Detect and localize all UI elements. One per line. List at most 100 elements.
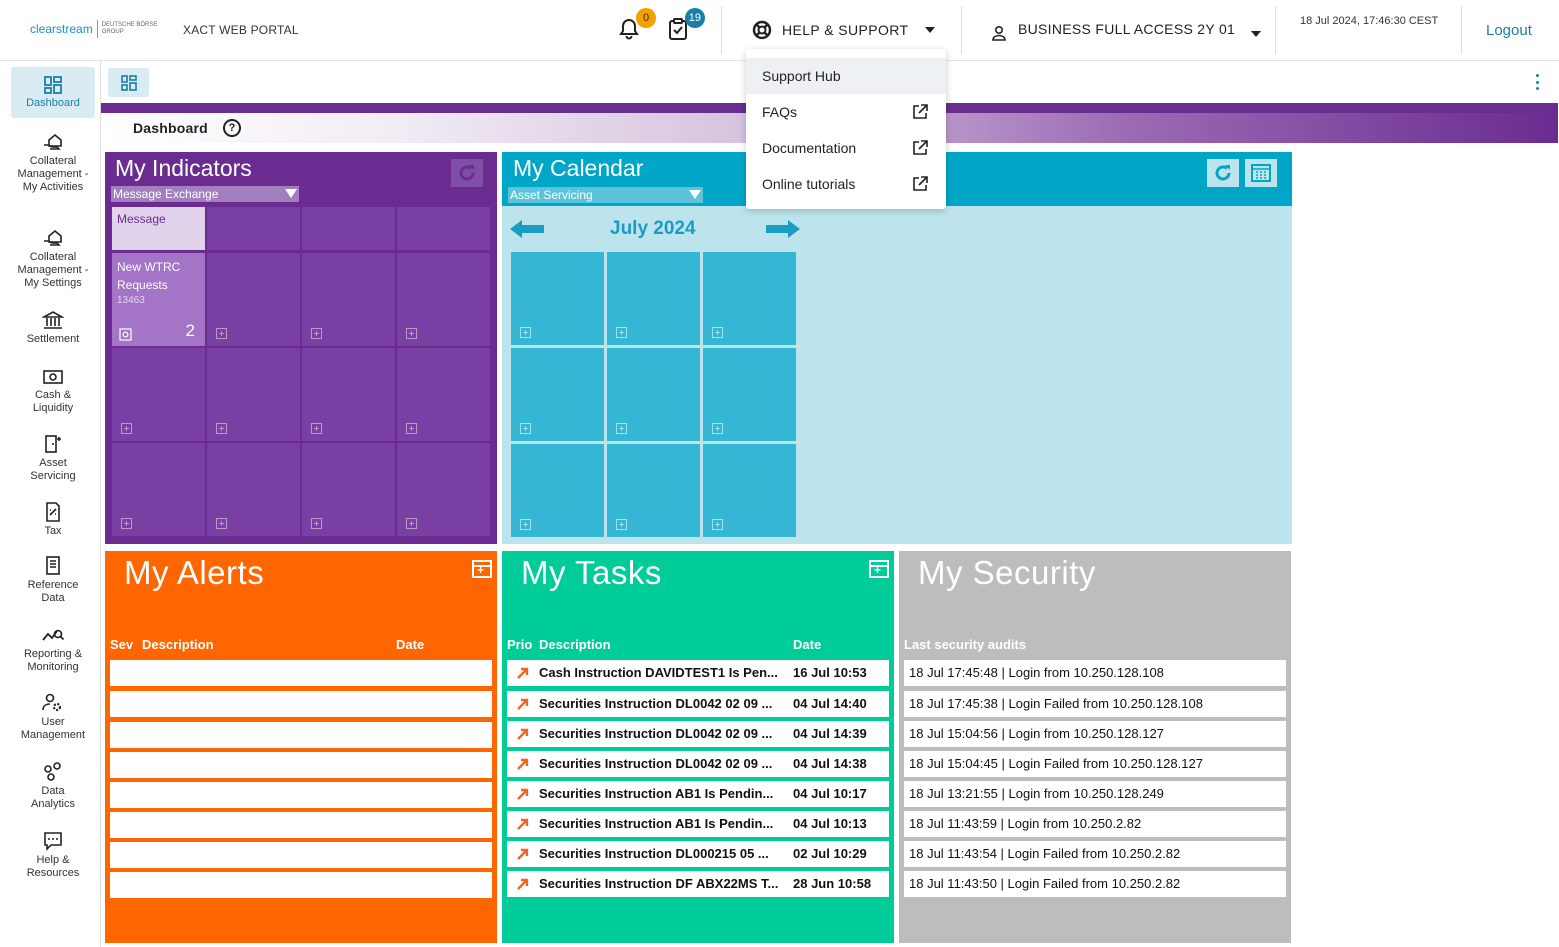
task-row[interactable]: Securities Instruction AB1 Is Pendin... 0… xyxy=(507,781,889,807)
menu-item-faqs[interactable]: FAQs xyxy=(746,94,946,130)
add-icon[interactable] xyxy=(520,423,531,434)
sidebar-item-help-resources[interactable]: Help & Resources xyxy=(4,830,102,880)
indicator-tile[interactable] xyxy=(302,253,395,346)
notifications-button[interactable]: 0 xyxy=(617,8,656,43)
indicator-tile[interactable] xyxy=(397,348,490,441)
more-options-icon[interactable] xyxy=(1530,74,1544,90)
menu-item-support-hub[interactable]: Support Hub xyxy=(746,58,946,94)
add-icon[interactable] xyxy=(216,328,227,339)
task-row[interactable]: Securities Instruction DL0042 02 09 ... 0… xyxy=(507,721,889,747)
sidebar-item-settlement[interactable]: Settlement xyxy=(4,309,102,346)
calendar-tile[interactable] xyxy=(703,444,796,537)
alert-row[interactable] xyxy=(110,660,492,686)
task-row[interactable]: Securities Instruction DF ABX22MS T... 28… xyxy=(507,871,889,897)
add-icon[interactable] xyxy=(121,518,132,529)
alert-row[interactable] xyxy=(110,752,492,778)
calendar-tile[interactable] xyxy=(511,348,604,441)
indicator-tile[interactable] xyxy=(397,443,490,536)
alert-row[interactable] xyxy=(110,691,492,717)
sidebar-item-user-management[interactable]: User Management xyxy=(4,692,102,742)
calendar-tile[interactable] xyxy=(511,444,604,537)
indicator-tile[interactable] xyxy=(302,348,395,441)
add-icon[interactable] xyxy=(712,327,723,338)
alert-row[interactable] xyxy=(110,812,492,838)
sidebar-item-asset-servicing[interactable]: Asset Servicing xyxy=(4,433,102,483)
alert-row[interactable] xyxy=(110,872,492,898)
tasks-button[interactable]: 19 xyxy=(666,8,705,43)
add-icon[interactable] xyxy=(216,423,227,434)
add-icon[interactable] xyxy=(311,518,322,529)
calendar-tile[interactable] xyxy=(607,444,700,537)
settings-icon[interactable] xyxy=(119,328,132,341)
add-icon[interactable] xyxy=(121,423,132,434)
task-row[interactable]: Cash Instruction DAVIDTEST1 Is Pen... 16 … xyxy=(507,660,889,686)
security-audit-row: 18 Jul 11:43:50 | Login Failed from 10.2… xyxy=(904,871,1286,897)
tile-count: 2 xyxy=(185,321,195,340)
sidebar-item-collateral-activities[interactable]: Collateral Management - My Activities xyxy=(4,131,102,194)
sidebar-item-tax[interactable]: Tax xyxy=(4,501,102,538)
indicator-tile[interactable] xyxy=(207,348,300,441)
indicator-tile[interactable] xyxy=(112,348,205,441)
sidebar-item-collateral-settings[interactable]: Collateral Management - My Settings xyxy=(4,227,102,290)
add-icon[interactable] xyxy=(216,518,227,529)
add-icon[interactable] xyxy=(712,519,723,530)
tasks-badge: 19 xyxy=(684,8,705,28)
calendar-tile[interactable] xyxy=(607,252,700,345)
add-icon[interactable] xyxy=(311,423,322,434)
task-row[interactable]: Securities Instruction DL0042 02 09 ... 0… xyxy=(507,691,889,717)
sidebar-item-dashboard[interactable]: Dashboard xyxy=(11,67,95,118)
alert-row[interactable] xyxy=(110,842,492,868)
menu-item-documentation[interactable]: Documentation xyxy=(746,130,946,166)
task-row[interactable]: Securities Instruction DL000215 05 ... 02… xyxy=(507,841,889,867)
alert-row[interactable] xyxy=(110,722,492,748)
task-row[interactable]: Securities Instruction AB1 Is Pendin... 0… xyxy=(507,811,889,837)
priority-arrow-icon xyxy=(517,667,529,679)
arrow-right-icon[interactable] xyxy=(766,220,800,238)
calendar-tile[interactable] xyxy=(511,252,604,345)
add-icon[interactable] xyxy=(712,423,723,434)
user-menu-button[interactable]: BUSINESS FULL ACCESS 2Y 01 xyxy=(990,16,1262,42)
add-icon[interactable] xyxy=(616,423,627,434)
arrow-left-icon[interactable] xyxy=(510,220,544,238)
indicator-tile[interactable] xyxy=(207,443,300,536)
help-circle-icon[interactable]: ? xyxy=(223,119,241,137)
expand-icon[interactable] xyxy=(869,560,889,578)
indicator-tile[interactable] xyxy=(397,253,490,346)
add-icon[interactable] xyxy=(406,328,417,339)
sidebar-item-data-analytics[interactable]: Data Analytics xyxy=(4,761,102,811)
indicator-tile[interactable] xyxy=(112,443,205,536)
task-row[interactable]: Securities Instruction DL0042 02 09 ... 0… xyxy=(507,751,889,777)
calendar-filter-select[interactable]: Asset Servicing xyxy=(508,187,703,203)
calendar-tile[interactable] xyxy=(703,348,796,441)
calendar-refresh-button[interactable] xyxy=(1207,159,1239,187)
indicators-refresh-button[interactable] xyxy=(451,159,483,187)
sidebar-item-cash-liquidity[interactable]: Cash & Liquidity xyxy=(4,367,102,415)
calendar-tile[interactable] xyxy=(703,252,796,345)
help-support-label: HELP & SUPPORT xyxy=(782,22,909,38)
alert-row[interactable] xyxy=(110,782,492,808)
indicator-tile-wtrc[interactable]: New WTRC Requests 13463 2 xyxy=(112,253,205,346)
expand-icon[interactable] xyxy=(472,560,492,578)
sidebar-item-reference-data[interactable]: Reference Data xyxy=(4,555,102,605)
task-date: 04 Jul 14:38 xyxy=(793,756,867,771)
add-icon[interactable] xyxy=(616,519,627,530)
calendar-view-button[interactable] xyxy=(1245,159,1277,187)
add-icon[interactable] xyxy=(311,328,322,339)
task-description: Securities Instruction DL0042 02 09 ... xyxy=(539,756,773,771)
add-icon[interactable] xyxy=(520,327,531,338)
help-support-button[interactable]: HELP & SUPPORT xyxy=(752,20,936,40)
calendar-tile[interactable] xyxy=(607,348,700,441)
indicators-filter-select[interactable]: Message Exchange xyxy=(111,186,299,202)
clearstream-logo[interactable]: clearstream DEUTSCHE BÖRSE GROUP xyxy=(30,20,166,38)
logout-link[interactable]: Logout xyxy=(1486,22,1532,39)
add-icon[interactable] xyxy=(406,518,417,529)
dashboard-layout-button[interactable] xyxy=(108,68,149,97)
menu-item-online-tutorials[interactable]: Online tutorials xyxy=(746,166,946,202)
column-header-date: Date xyxy=(396,637,425,652)
add-icon[interactable] xyxy=(520,519,531,530)
add-icon[interactable] xyxy=(406,423,417,434)
sidebar-item-reporting[interactable]: Reporting & Monitoring xyxy=(4,624,102,674)
add-icon[interactable] xyxy=(616,327,627,338)
indicator-tile[interactable] xyxy=(302,443,395,536)
indicator-tile[interactable] xyxy=(207,253,300,346)
